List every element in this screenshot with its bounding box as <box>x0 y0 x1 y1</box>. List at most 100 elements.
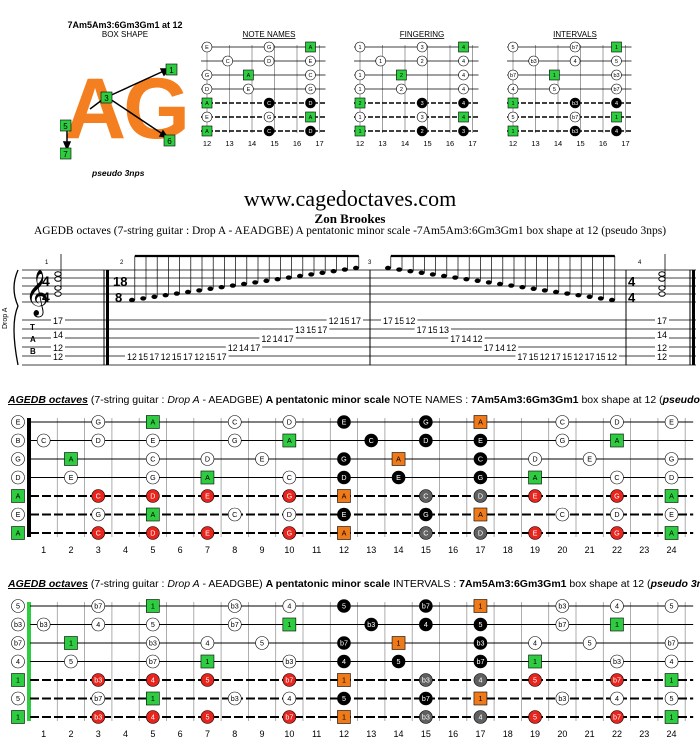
scale-note <box>129 297 135 303</box>
fret-note: b3 <box>91 710 106 724</box>
open-string-note: 4 <box>11 654 25 669</box>
svg-text:A: A <box>150 511 155 519</box>
mini-note: 1 <box>354 125 366 137</box>
tab-number: 12 <box>53 352 63 362</box>
fret-note: 4 <box>610 691 624 706</box>
fret-number: 21 <box>585 729 595 739</box>
svg-text:D: D <box>341 474 346 482</box>
mini-fret-number: 12 <box>203 139 211 148</box>
scale-note <box>418 270 425 275</box>
fret-note: E <box>337 507 351 522</box>
svg-text:E: E <box>247 87 251 93</box>
tab-number: 15 <box>205 352 215 362</box>
mini-fret-number: 17 <box>621 139 629 148</box>
fret-note: G <box>610 489 624 503</box>
mini-note: 4 <box>507 83 519 95</box>
svg-text:b3: b3 <box>558 695 566 703</box>
tab-number: 17 <box>149 352 159 362</box>
svg-text:b7: b7 <box>613 87 619 93</box>
svg-text:b3: b3 <box>476 640 484 648</box>
mini-note: b7 <box>507 69 519 81</box>
scale-note <box>196 288 203 293</box>
fret-note: b7 <box>610 710 624 724</box>
svg-text:1: 1 <box>358 115 361 121</box>
svg-text:7: 7 <box>63 150 68 159</box>
svg-text:1: 1 <box>342 714 346 722</box>
mini-note: 1 <box>549 69 560 81</box>
svg-text:1: 1 <box>533 658 537 666</box>
measure-number: 4 <box>638 260 642 266</box>
fret-note: b7 <box>337 636 351 650</box>
mini-note: 3 <box>458 125 469 137</box>
svg-text:D: D <box>287 511 292 519</box>
time3-bottom: 4 <box>628 290 636 305</box>
svg-text:C: C <box>309 73 313 79</box>
chord-note <box>54 291 62 297</box>
fret-note: E <box>255 452 269 466</box>
fret-note: b7 <box>91 599 106 613</box>
svg-text:E: E <box>69 474 74 482</box>
fret-note: 5 <box>664 599 679 613</box>
fret-note: E <box>337 415 351 429</box>
fret-number: 23 <box>639 545 649 555</box>
svg-text:4: 4 <box>151 677 155 685</box>
mini-note: D <box>305 125 316 137</box>
svg-text:4: 4 <box>16 658 20 666</box>
fret-note: 4 <box>337 654 351 669</box>
fret-note: D <box>664 470 679 485</box>
tab-number: 12 <box>657 352 667 362</box>
mini-note: 5 <box>507 41 519 53</box>
svg-text:b3: b3 <box>531 59 537 65</box>
fret-note: C <box>227 507 242 522</box>
fret-note: b3 <box>419 710 433 724</box>
svg-text:4: 4 <box>533 640 537 648</box>
svg-text:6: 6 <box>167 137 172 146</box>
scale-note <box>530 286 537 291</box>
fret-number: 23 <box>639 729 649 739</box>
svg-text:5: 5 <box>533 677 537 685</box>
svg-text:5: 5 <box>151 621 155 629</box>
svg-text:E: E <box>669 419 674 427</box>
fret-note: G <box>610 526 624 540</box>
time2-top: 18 <box>113 274 127 289</box>
svg-text:2: 2 <box>358 101 361 107</box>
scale-note <box>319 270 326 275</box>
fret-note: 1 <box>337 710 351 724</box>
mini-note: 4 <box>458 55 469 67</box>
svg-text:C: C <box>287 474 292 482</box>
scale-note <box>396 267 403 272</box>
tab-A: A <box>30 335 36 344</box>
fret-note: G <box>473 470 488 485</box>
scale-note <box>385 265 391 271</box>
svg-text:5: 5 <box>511 45 514 51</box>
fret-note: 5 <box>528 673 542 687</box>
fret-note: G <box>282 489 297 503</box>
fret-note: D <box>282 507 297 522</box>
svg-text:1: 1 <box>553 73 556 79</box>
mini-title: NOTE NAMES <box>243 30 296 39</box>
svg-text:5: 5 <box>205 714 209 722</box>
fret-number: 18 <box>503 545 513 555</box>
scale-note <box>553 289 559 295</box>
fret-number: 17 <box>475 545 485 555</box>
fret-note: 5 <box>337 599 351 613</box>
scale-note <box>341 267 348 272</box>
svg-text:A: A <box>669 493 674 501</box>
fret-note: A <box>610 433 624 448</box>
fret-number: 11 <box>312 545 321 555</box>
svg-text:2: 2 <box>400 73 403 79</box>
tab-number: 15 <box>138 352 148 362</box>
fret-note: b7 <box>282 710 297 724</box>
mini-fret-number: 14 <box>401 139 409 148</box>
tab-number: 14 <box>461 334 471 344</box>
mini-note: 4 <box>458 111 469 123</box>
svg-text:E: E <box>309 59 313 65</box>
svg-text:1: 1 <box>342 677 346 685</box>
svg-text:4: 4 <box>574 59 577 65</box>
svg-text:b7: b7 <box>422 603 430 611</box>
time2-bottom: 8 <box>115 290 122 305</box>
fret-note: G <box>282 526 297 540</box>
svg-text:4: 4 <box>342 658 346 666</box>
svg-text:5: 5 <box>533 714 537 722</box>
svg-text:4: 4 <box>287 603 291 611</box>
